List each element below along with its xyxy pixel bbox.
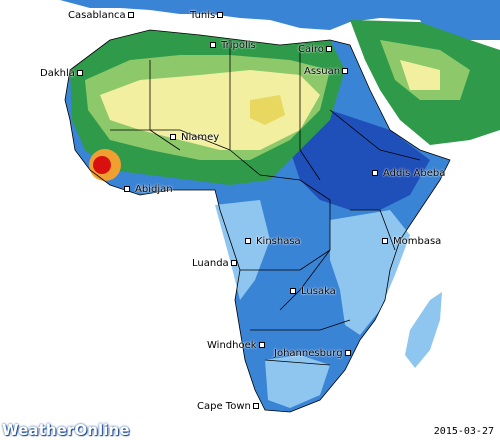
- city-label: Lusaka: [301, 286, 336, 297]
- city-label: Mombasa: [393, 236, 442, 247]
- city-label: Assuan: [304, 66, 341, 77]
- europe-landmass: [60, 0, 500, 40]
- city-tunis: Tunis: [188, 10, 226, 22]
- city-label: Dakhla: [40, 68, 75, 79]
- city-label: Johannesburg: [274, 348, 343, 359]
- city-addis-abeba: Addis Abeba: [372, 168, 447, 180]
- city-cape-town: Cape Town: [195, 401, 262, 413]
- city-lusaka: Lusaka: [290, 286, 338, 298]
- city-windhoek: Windhoek: [205, 340, 268, 352]
- city-abidjan: Abidjan: [124, 184, 175, 196]
- city-marker: [342, 68, 349, 74]
- city-kinshasa: Kinshasa: [245, 236, 303, 248]
- city-label: Tunis: [190, 10, 216, 21]
- city-marker: [245, 238, 251, 244]
- city-label: Niamey: [181, 132, 220, 143]
- city-casablanca: Casablanca: [66, 10, 137, 22]
- city-marker: [124, 186, 130, 192]
- madagascar-landmass: [405, 292, 442, 368]
- city-marker: [325, 46, 332, 52]
- city-marker: [127, 12, 134, 18]
- city-marker: [252, 403, 259, 409]
- city-marker: [344, 350, 351, 356]
- logo-text: WeatherOnline: [2, 421, 130, 439]
- city-label: Abidjan: [135, 184, 173, 195]
- city-johannesburg: Johannesburg: [272, 348, 354, 360]
- city-marker: [290, 288, 296, 294]
- city-luanda: Luanda: [190, 258, 240, 270]
- city-marker: [258, 342, 265, 348]
- city-marker: [76, 70, 83, 76]
- city-marker: [217, 12, 224, 18]
- city-niamey: Niamey: [170, 132, 221, 144]
- city-label: Windhoek: [207, 340, 257, 351]
- city-cairo: Cairo: [296, 44, 335, 56]
- city-marker: [210, 42, 216, 48]
- city-label: Kinshasa: [256, 236, 301, 247]
- forecast-date: 2015-03-27: [430, 425, 497, 438]
- city-marker: [382, 238, 388, 244]
- city-label: Addis Abeba: [383, 168, 446, 179]
- city-dakhla: Dakhla: [38, 68, 86, 80]
- city-label: Luanda: [192, 258, 229, 269]
- city-tripolis: Tripolis: [210, 40, 258, 52]
- city-mombasa: Mombasa: [382, 236, 443, 248]
- city-label: Cairo: [298, 44, 324, 55]
- city-assuan: Assuan: [302, 66, 351, 78]
- city-label: Tripolis: [221, 40, 256, 51]
- city-label: Casablanca: [68, 10, 126, 21]
- city-marker: [372, 170, 378, 176]
- weatheronline-logo[interactable]: WeatherOnline: [2, 421, 130, 439]
- city-marker: [170, 134, 176, 140]
- city-marker: [230, 260, 237, 266]
- city-label: Cape Town: [197, 401, 251, 412]
